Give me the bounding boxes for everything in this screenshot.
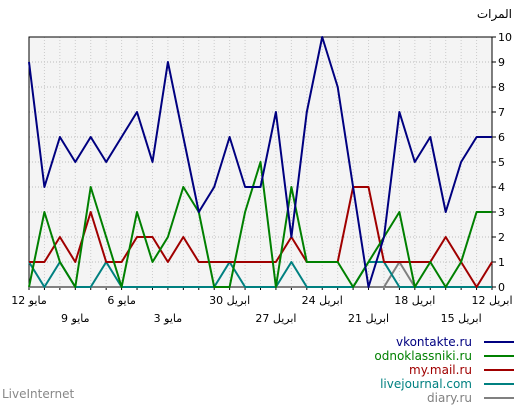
x-tick-label: 24 ابريل	[302, 294, 343, 307]
y-tick-label: 3	[498, 206, 505, 219]
y-tick-label: 7	[498, 106, 505, 119]
y-tick-label: 1	[498, 256, 505, 269]
series-line-my-mail-ru	[29, 186, 493, 288]
x-tick-label: 27 ابريل	[255, 312, 296, 325]
x-tick-label: 18 ابريل	[394, 294, 435, 307]
y-tick-label: 0	[498, 281, 505, 294]
x-tick-label: 3 مايو	[154, 312, 183, 325]
x-tick-label: 12 ابريل	[471, 294, 512, 307]
x-tick-label: 30 ابريل	[209, 294, 250, 307]
series-lines	[28, 36, 493, 288]
y-tick-label: 9	[498, 56, 505, 69]
x-tick-label: 15 ابريل	[441, 312, 482, 325]
x-tick-label: 9 مايو	[61, 312, 90, 325]
series-line-odnoklassniki-ru	[28, 161, 492, 288]
legend-label: odnoklassniki.ru	[374, 349, 472, 363]
y-tick-label: 10	[498, 31, 512, 44]
y-axis-label: المرات	[477, 7, 512, 22]
y-axis: 0 1 2 3 4 5 6 7 8 9 10	[492, 31, 512, 294]
footer-brand: LiveInternet	[2, 387, 74, 401]
y-tick-label: 4	[498, 181, 505, 194]
y-tick-label: 6	[498, 131, 505, 144]
series-line-vkontakte-ru	[28, 36, 492, 288]
x-tick-label: 6 مايو	[107, 294, 136, 307]
legend-label: livejournal.com	[380, 377, 472, 391]
legend-label: my.mail.ru	[409, 363, 472, 377]
legend: vkontakte.ruodnoklassniki.rumy.mail.ruli…	[374, 335, 514, 405]
y-tick-label: 8	[498, 81, 505, 94]
y-tick-label: 5	[498, 156, 505, 169]
y-tick-label: 2	[498, 231, 505, 244]
x-tick-label: 21 ابريل	[348, 312, 389, 325]
x-tick-label: 12 مايو	[11, 294, 47, 307]
legend-label: vkontakte.ru	[396, 335, 472, 349]
legend-label: diary.ru	[427, 391, 472, 405]
x-axis: 12 مايو 6 مايو 30 ابريل 24 ابريل 18 ابريل 12 …	[11, 287, 513, 325]
